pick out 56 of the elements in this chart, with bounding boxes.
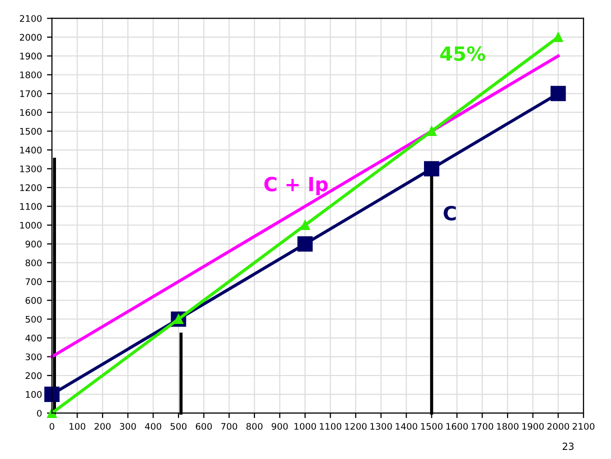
y-tick-label: 800 (26, 259, 42, 266)
point (424, 161, 440, 176)
x-tick-label: 1300 (370, 422, 392, 430)
y-tick-label: 700 (26, 278, 42, 286)
x-tick-label: 100 (70, 422, 86, 430)
y-tick-label: 2100 (20, 15, 42, 22)
y-tick-label: 1300 (20, 165, 42, 172)
x-tick-label: 300 (120, 422, 136, 430)
x-tick-label: 1900 (522, 422, 544, 430)
x-tick-label: 600 (196, 422, 212, 430)
y-tick-label: 300 (26, 353, 42, 360)
point (550, 86, 566, 102)
x-tick-label: 2100 (572, 422, 594, 430)
y-tick-label: 2000 (20, 34, 42, 41)
y-tick-label: 1200 (20, 184, 42, 192)
x-tick-label: 200 (94, 422, 111, 430)
x-tick-label: 1800 (497, 422, 518, 430)
y-tick-label: 400 (25, 334, 42, 342)
x-tick-label: 2000 (547, 422, 570, 430)
text: 23 (562, 442, 574, 450)
y-tick-label: 1600 (20, 109, 42, 116)
x-tick-label: 1400 (396, 422, 418, 430)
y-tick-label: 0 (37, 410, 42, 417)
x-tick-label: 1700 (472, 422, 494, 430)
point (300, 220, 310, 230)
series-label: 45% (440, 46, 486, 61)
y-tick-label: 1100 (20, 203, 42, 210)
y-tick-label: 100 (26, 391, 42, 398)
x-tick-label: 1600 (446, 422, 468, 430)
series-label: C + Ip (264, 176, 328, 196)
x-tick-label: 1500 (421, 422, 443, 430)
x-tick-label: 700 (221, 422, 238, 430)
x-tick-label: 500 (170, 422, 187, 430)
y-tick-label: 1700 (20, 90, 42, 98)
y-tick-label: 200 (26, 372, 42, 380)
y-tick-label: 500 (26, 316, 42, 323)
point (553, 32, 564, 42)
series-label: C (444, 206, 456, 221)
x-tick-label: 0 (50, 422, 54, 430)
point (426, 126, 436, 136)
x-tick-label: 1000 (294, 422, 316, 430)
y-tick-label: 1900 (20, 52, 42, 60)
x-tick-label: 800 (246, 422, 262, 430)
y-tick-label: 600 (26, 297, 42, 304)
point (297, 236, 313, 252)
y-tick-label: 1500 (20, 128, 42, 135)
y-tick-label: 1400 (20, 146, 42, 154)
x-tick-label: 1200 (345, 422, 367, 430)
point (44, 386, 60, 402)
x-tick-label: 1100 (320, 422, 342, 430)
x-tick-label: 400 (145, 422, 162, 430)
y-tick-label: 900 (26, 240, 42, 248)
y-tick-label: 1000 (20, 222, 42, 229)
point (47, 408, 57, 418)
x-tick-label: 900 (272, 422, 288, 430)
y-tick-label: 1800 (20, 71, 42, 78)
